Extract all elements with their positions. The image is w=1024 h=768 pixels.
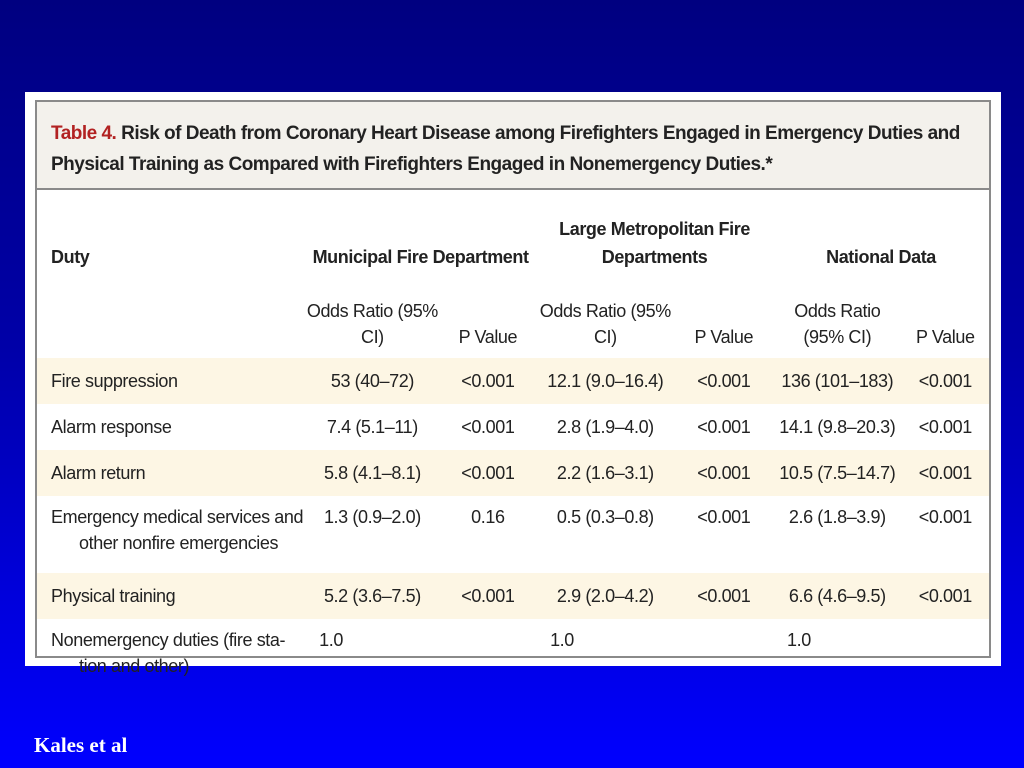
header-municipal: Municipal Fire Department (312, 247, 529, 267)
p-value-cell: <0.001 (697, 417, 751, 437)
p-value-cell: <0.001 (697, 507, 751, 527)
header-national: National Data (826, 247, 936, 267)
p-value-cell: <0.001 (461, 417, 515, 437)
p-value-cell: <0.001 (901, 358, 989, 404)
p-value-cell: <0.001 (439, 358, 537, 404)
duty-cell: Physical training (37, 573, 306, 619)
table-row: Nonemergency duties (fire sta- tion and … (37, 619, 989, 696)
duty-label: Alarm response (51, 417, 172, 437)
odds-ratio-cell: 1.0 (319, 630, 343, 650)
duty-label: Physical training (51, 586, 176, 606)
odds-ratio-cell: 53 (40–72) (305, 358, 440, 404)
odds-ratio-cell: 2.9 (2.0–4.2) (536, 573, 675, 619)
duty-label: Nonemergency duties (fire sta- (51, 630, 286, 650)
p-value-cell: <0.001 (901, 450, 989, 496)
table-row: Alarm response 7.4 (5.1–11) <0.001 2.8 (… (37, 404, 989, 450)
source-citation: Kales et al (34, 733, 128, 757)
odds-ratio-cell: 136 (101–183) (773, 358, 902, 404)
table-row: Alarm return 5.8 (4.1–8.1) <0.001 2.2 (1… (37, 450, 989, 496)
odds-ratio-table: Duty Municipal Fire Department Large Met… (37, 190, 989, 696)
odds-ratio-cell: 1.3 (0.9–2.0) (323, 507, 421, 527)
odds-ratio-cell: 7.4 (5.1–11) (326, 417, 418, 437)
table-frame: Table 4. Risk of Death from Coronary Hea… (25, 92, 1001, 676)
odds-ratio-cell: 10.5 (7.5–14.7) (773, 450, 902, 496)
table-row: Emergency medical services and other non… (37, 496, 989, 573)
duty-cell: Fire suppression (37, 358, 306, 404)
subheader-odds-ratio: Odds Ratio (95% CI) (794, 301, 881, 347)
p-value-cell: 0.16 (471, 507, 505, 527)
subheader-p-value: P Value (915, 327, 975, 347)
duty-label-continued: tion and other) (79, 656, 190, 676)
odds-ratio-cell: 14.1 (9.8–20.3) (779, 417, 896, 437)
odds-ratio-cell: 1.0 (550, 630, 574, 650)
duty-cell: Emergency medical services and other non… (37, 496, 305, 573)
duty-label: Alarm return (51, 463, 146, 483)
table-number: Table 4. (51, 123, 117, 144)
p-value-cell (902, 619, 989, 696)
p-value-cell: <0.001 (918, 507, 973, 527)
table-panel: Table 4. Risk of Death from Coronary Hea… (35, 100, 991, 676)
duty-label: Fire suppression (51, 371, 178, 391)
p-value-cell: <0.001 (918, 417, 973, 437)
duty-cell: Alarm return (37, 450, 306, 496)
table-row: Physical training 5.2 (3.6–7.5) <0.001 2… (37, 573, 989, 619)
table-title: Risk of Death from Coronary Heart Diseas… (51, 123, 960, 175)
header-metropolitan: Large Metropolitan Fire Departments (559, 219, 750, 267)
header-duty: Duty (51, 247, 90, 267)
odds-ratio-cell: 1.0 (787, 630, 811, 650)
subheader-empty (37, 285, 305, 358)
p-value-cell: <0.001 (901, 573, 989, 619)
p-value-cell (675, 619, 773, 696)
odds-ratio-cell: 2.2 (1.6–3.1) (536, 450, 675, 496)
odds-ratio-cell: 0.5 (0.3–0.8) (556, 507, 654, 527)
subheader-odds-ratio: Odds Ratio (95% CI) (539, 301, 671, 347)
duty-label-continued: other nonfire emergencies (79, 533, 279, 553)
table-caption: Table 4. Risk of Death from Coronary Hea… (37, 102, 989, 190)
subheader-p-value: P Value (458, 327, 518, 347)
odds-ratio-cell: 12.1 (9.0–16.4) (536, 358, 675, 404)
subheader-odds-ratio: Odds Ratio (95% CI) (306, 301, 438, 347)
duty-cell: Alarm response (37, 404, 305, 450)
table-row: Fire suppression 53 (40–72) <0.001 12.1 … (37, 358, 989, 404)
p-value-cell (440, 619, 536, 696)
p-value-cell: <0.001 (674, 358, 774, 404)
subheader-p-value: P Value (694, 327, 754, 347)
p-value-cell: <0.001 (439, 573, 537, 619)
odds-ratio-cell: 2.8 (1.9–4.0) (556, 417, 654, 437)
odds-ratio-cell: 6.6 (4.6–9.5) (773, 573, 902, 619)
duty-cell: Nonemergency duties (fire sta- tion and … (37, 619, 305, 696)
p-value-cell: <0.001 (674, 450, 774, 496)
odds-ratio-cell: 5.8 (4.1–8.1) (305, 450, 440, 496)
odds-ratio-cell: 5.2 (3.6–7.5) (305, 573, 440, 619)
odds-ratio-cell: 2.6 (1.8–3.9) (788, 507, 886, 527)
duty-label: Emergency medical services and (51, 507, 304, 527)
p-value-cell: <0.001 (674, 573, 774, 619)
p-value-cell: <0.001 (439, 450, 537, 496)
